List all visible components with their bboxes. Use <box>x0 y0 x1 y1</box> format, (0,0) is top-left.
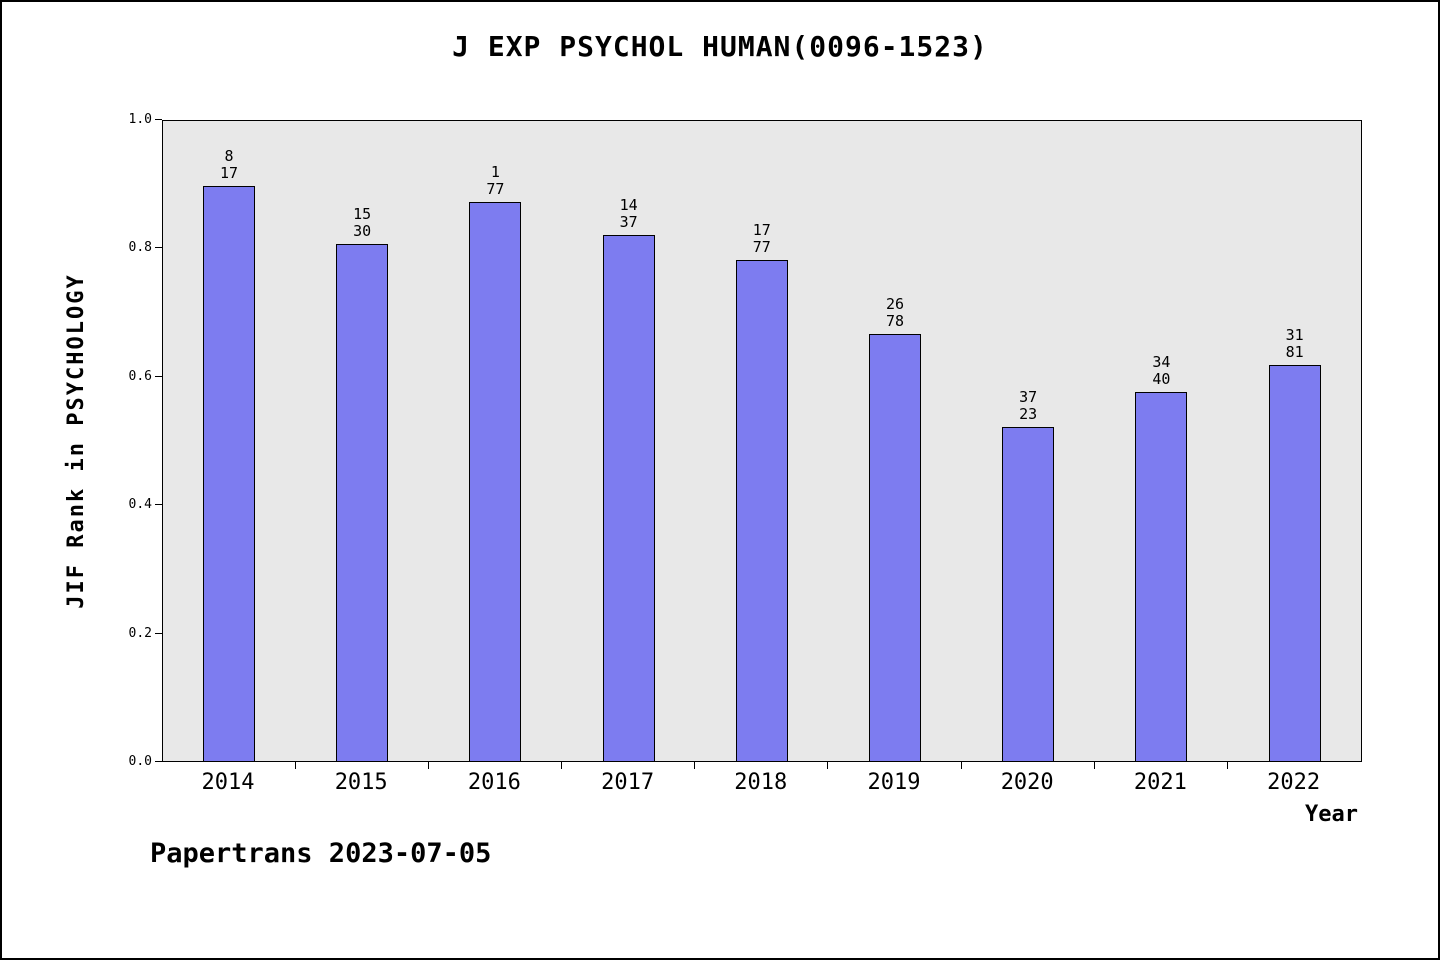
y-axis-label: JIF Rank in PSYCHOLOGY <box>64 273 89 609</box>
x-tick-label-2021: 2021 <box>1133 770 1187 795</box>
x-tick-label-2014: 2014 <box>201 770 255 795</box>
x-axis-tick <box>427 762 429 769</box>
bar-value-label-2022: 31 81 <box>1255 325 1335 362</box>
y-tick-label-0.8: 0.8 <box>128 240 152 256</box>
bar-total-value: 77 <box>752 237 771 256</box>
bar-rank-value: 17 <box>752 220 771 239</box>
bar-value-label-2015: 15 30 <box>322 204 402 241</box>
y-tick-label-1.0: 1.0 <box>128 112 152 127</box>
bar-total-value: 23 <box>1019 404 1038 423</box>
bar-2017 <box>602 235 655 761</box>
bar-2019 <box>869 334 921 761</box>
bar-2016 <box>469 202 522 761</box>
y-axis-tick <box>155 632 162 634</box>
y-axis-tick <box>155 247 162 249</box>
y-axis-tick <box>155 504 162 506</box>
x-axis-tick <box>1093 762 1095 769</box>
bar-rank-value: 14 <box>619 195 638 214</box>
x-tick-label-2022: 2022 <box>1267 770 1321 795</box>
bar-2022 <box>1268 365 1321 761</box>
bar-2015 <box>336 244 389 761</box>
bar-rank-value: 37 <box>1019 387 1038 406</box>
bar-total-value: 77 <box>486 179 505 198</box>
y-tick-label-0.4: 0.4 <box>128 497 152 513</box>
bar-total-value: 37 <box>619 212 638 231</box>
x-tick-label-2017: 2017 <box>601 770 655 795</box>
bar-rank-value: 26 <box>885 294 905 313</box>
x-axis-tick <box>1227 762 1228 769</box>
bar-value-label-2021: 34 40 <box>1121 352 1201 389</box>
bar-value-label-2017: 14 37 <box>589 195 669 232</box>
bar-rank-value: 15 <box>353 204 372 223</box>
x-tick-label-2019: 2019 <box>867 770 921 795</box>
x-axis-label: Year <box>1305 802 1358 827</box>
x-axis-tick <box>694 762 696 769</box>
bar-value-label-2018: 17 77 <box>722 220 802 257</box>
x-tick-label-2018: 2018 <box>734 770 788 795</box>
x-axis-tick <box>827 762 829 769</box>
bar-value-label-2016: 1 77 <box>455 162 535 199</box>
x-tick-label-2016: 2016 <box>467 770 521 795</box>
bar-2021 <box>1135 392 1188 761</box>
bar-value-label-2020: 37 23 <box>988 387 1068 424</box>
chart-title: J EXP PSYCHOL HUMAN(0096-1523) <box>452 30 988 63</box>
y-axis-tick <box>155 761 162 762</box>
bar-2020 <box>1002 427 1055 761</box>
x-tick-label-2015: 2015 <box>334 770 388 795</box>
bar-2018 <box>735 260 788 761</box>
bar-value-label-2019: 26 78 <box>855 294 935 331</box>
y-tick-label-0.6: 0.6 <box>128 368 152 384</box>
x-axis-tick <box>561 762 562 769</box>
footer-text: Papertrans 2023-07-05 <box>150 838 492 869</box>
y-tick-label-0.0: 0.0 <box>128 754 152 769</box>
plot-area: 8 17 15 30 1 77 14 37 17 77 26 78 37 23 34 40 31 81 <box>162 120 1362 762</box>
bar-value-label-2014: 8 17 <box>189 146 269 183</box>
bar-total-value: 40 <box>1152 369 1171 388</box>
y-tick-label-0.2: 0.2 <box>128 625 152 641</box>
bar-rank-value: 34 <box>1152 352 1171 371</box>
bar-rank-value: 31 <box>1285 325 1304 344</box>
bar-total-value: 17 <box>219 163 239 182</box>
bar-total-value: 30 <box>353 221 372 240</box>
bar-rank-value: 8 <box>224 146 234 165</box>
y-axis-tick <box>155 375 162 377</box>
x-axis-tick <box>294 762 296 769</box>
x-tick-label-2020: 2020 <box>1000 770 1054 795</box>
bar-total-value: 78 <box>885 311 905 330</box>
bar-total-value: 81 <box>1285 342 1304 361</box>
bar-2014 <box>203 186 255 761</box>
y-axis-tick <box>155 119 162 120</box>
bar-rank-value: 1 <box>490 162 500 181</box>
x-axis-tick <box>960 762 962 769</box>
